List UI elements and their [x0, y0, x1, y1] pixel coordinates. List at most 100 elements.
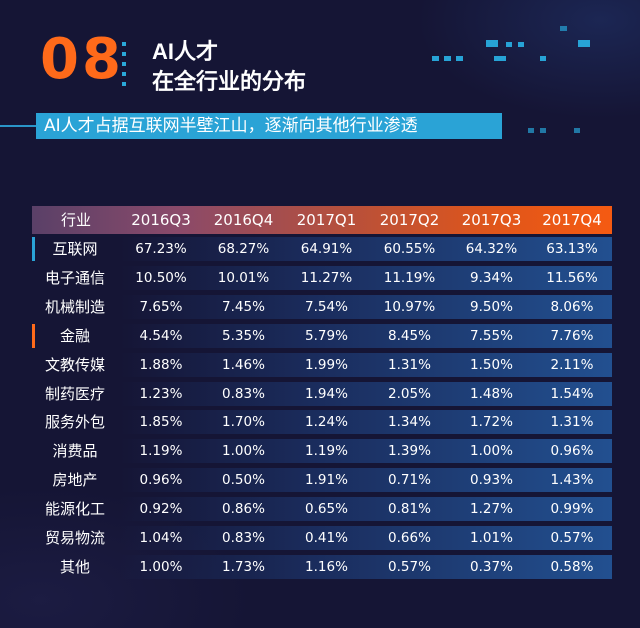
- table-cell: 1.00%: [139, 558, 183, 575]
- table-cell: 7.55%: [470, 327, 513, 344]
- table-cell: 0.58%: [550, 558, 594, 575]
- table-row: 房地产 0.96% 0.50% 1.91% 0.71% 0.93% 1.43%: [32, 465, 612, 493]
- table-cell: 2.11%: [550, 356, 594, 373]
- table-row: 能源化工 0.92% 0.86% 0.65% 0.81% 1.27% 0.99%: [32, 494, 612, 522]
- table-cell: 60.55%: [383, 241, 436, 257]
- table-cell: 11.27%: [300, 269, 353, 286]
- table-cell: 1.54%: [550, 385, 594, 402]
- table-cell: 1.31%: [388, 356, 431, 373]
- table-cell: 1.34%: [388, 414, 431, 431]
- table-cell: 5.79%: [305, 327, 348, 344]
- row-background: [120, 265, 612, 290]
- table-cell: 1.50%: [470, 356, 513, 373]
- header-industry: 行业: [60, 211, 91, 229]
- page-title-line1: AI人才: [152, 39, 219, 64]
- table-cell: 1.46%: [222, 356, 265, 373]
- row-accent-bar: [32, 323, 35, 348]
- table-row: 金融 4.54% 5.35% 5.79% 8.45% 7.55% 7.76%: [32, 321, 612, 348]
- table-row: 电子通信 10.50% 10.01% 11.27% 11.19% 9.34% 11.56%: [32, 263, 612, 290]
- table-row: 其他 1.00% 1.73% 1.16% 0.57% 0.37% 0.58%: [32, 552, 612, 579]
- separator-dot: [122, 42, 126, 46]
- header-quarter: 2016Q3: [131, 211, 191, 229]
- header-quarter: 2017Q2: [379, 211, 440, 229]
- table-cell: 0.83%: [222, 530, 265, 546]
- table-cell: 10.97%: [383, 298, 436, 315]
- table-cell: 8.06%: [550, 298, 594, 315]
- table-cell: 9.34%: [470, 269, 513, 286]
- decor-square: [540, 128, 546, 133]
- table-cell: 1.00%: [222, 443, 265, 460]
- table-cell: 1.24%: [305, 414, 348, 431]
- table-cell: 1.00%: [470, 443, 513, 460]
- table-cell: 0.50%: [222, 472, 265, 489]
- row-background: [120, 526, 612, 550]
- table-cell: 0.83%: [222, 385, 265, 402]
- industry-label: 服务外包: [44, 413, 105, 432]
- table-cell: 1.23%: [139, 385, 183, 402]
- section-number: 08: [40, 27, 124, 92]
- table-cell: 0.99%: [550, 501, 594, 518]
- row-background: [120, 237, 612, 261]
- table-row: 贸易物流 1.04% 0.83% 0.41% 0.66% 1.01% 0.57%: [32, 523, 612, 550]
- table-cell: 1.73%: [222, 558, 265, 575]
- page-title-line2: 在全行业的分布: [152, 69, 307, 94]
- table-cell: 1.31%: [550, 414, 594, 431]
- row-background: [120, 554, 612, 579]
- table-cell: 1.88%: [139, 356, 183, 373]
- row-background: [120, 468, 612, 493]
- table-row: 文教传媒 1.88% 1.46% 1.99% 1.31% 1.50% 2.11%: [32, 350, 612, 377]
- industry-label: 制药医疗: [44, 384, 105, 403]
- decor-square: [456, 56, 463, 61]
- header-quarter: 2017Q3: [461, 211, 522, 229]
- table-cell: 1.72%: [470, 414, 513, 431]
- table-cell: 0.96%: [550, 443, 594, 460]
- row-background: [120, 497, 612, 522]
- table-row: 消费品 1.19% 1.00% 1.19% 1.39% 1.00% 0.96%: [32, 436, 612, 464]
- header-quarter: 2017Q1: [296, 211, 357, 229]
- decor-square: [528, 128, 534, 133]
- decor-square: [506, 42, 512, 47]
- table-cell: 4.54%: [139, 327, 183, 344]
- separator-dot: [122, 62, 126, 66]
- industry-label: 房地产: [52, 471, 98, 490]
- decor-square: [518, 42, 524, 47]
- decor-square: [444, 56, 451, 61]
- industry-label: 能源化工: [44, 500, 105, 519]
- table-cell: 1.43%: [550, 472, 594, 489]
- table-row: 制药医疗 1.23% 0.83% 1.94% 2.05% 1.48% 1.54%: [32, 379, 612, 406]
- table-cell: 0.66%: [388, 530, 431, 546]
- industry-label: 其他: [59, 557, 90, 576]
- header-quarter: 2017Q4: [542, 211, 602, 229]
- table-cell: 1.94%: [305, 385, 348, 402]
- table-cell: 0.37%: [470, 558, 513, 575]
- table-cell: 1.85%: [139, 414, 183, 431]
- industry-label: 文教传媒: [44, 355, 105, 374]
- row-accent-bar: [32, 237, 35, 261]
- industry-label: 互联网: [52, 240, 98, 258]
- industry-label: 金融: [59, 326, 90, 345]
- table-cell: 8.45%: [388, 327, 431, 344]
- table-cell: 0.86%: [222, 501, 265, 518]
- table-cell: 0.65%: [305, 501, 348, 518]
- row-background: [120, 410, 612, 435]
- table-cell: 0.92%: [139, 501, 183, 518]
- table-cell: 0.96%: [139, 472, 183, 489]
- table-row: 机械制造 7.65% 7.45% 7.54% 10.97% 9.50% 8.06%: [32, 292, 612, 319]
- decor-square: [486, 40, 498, 47]
- table-cell: 0.93%: [470, 472, 513, 489]
- table-cell: 7.76%: [550, 327, 594, 344]
- industry-label: 贸易物流: [44, 529, 105, 547]
- decor-square: [432, 56, 439, 61]
- row-background: [120, 294, 612, 319]
- table-cell: 67.23%: [135, 241, 187, 257]
- table-cell: 1.48%: [470, 385, 513, 402]
- table-cell: 1.01%: [470, 530, 513, 546]
- table-cell: 0.71%: [388, 472, 431, 489]
- table-cell: 1.70%: [222, 414, 265, 431]
- table-cell: 1.91%: [305, 472, 348, 489]
- decor-square: [560, 26, 567, 31]
- table-cell: 9.50%: [470, 298, 513, 315]
- industry-label: 消费品: [52, 442, 98, 461]
- table-cell: 11.56%: [546, 269, 598, 286]
- decor-square: [494, 56, 506, 61]
